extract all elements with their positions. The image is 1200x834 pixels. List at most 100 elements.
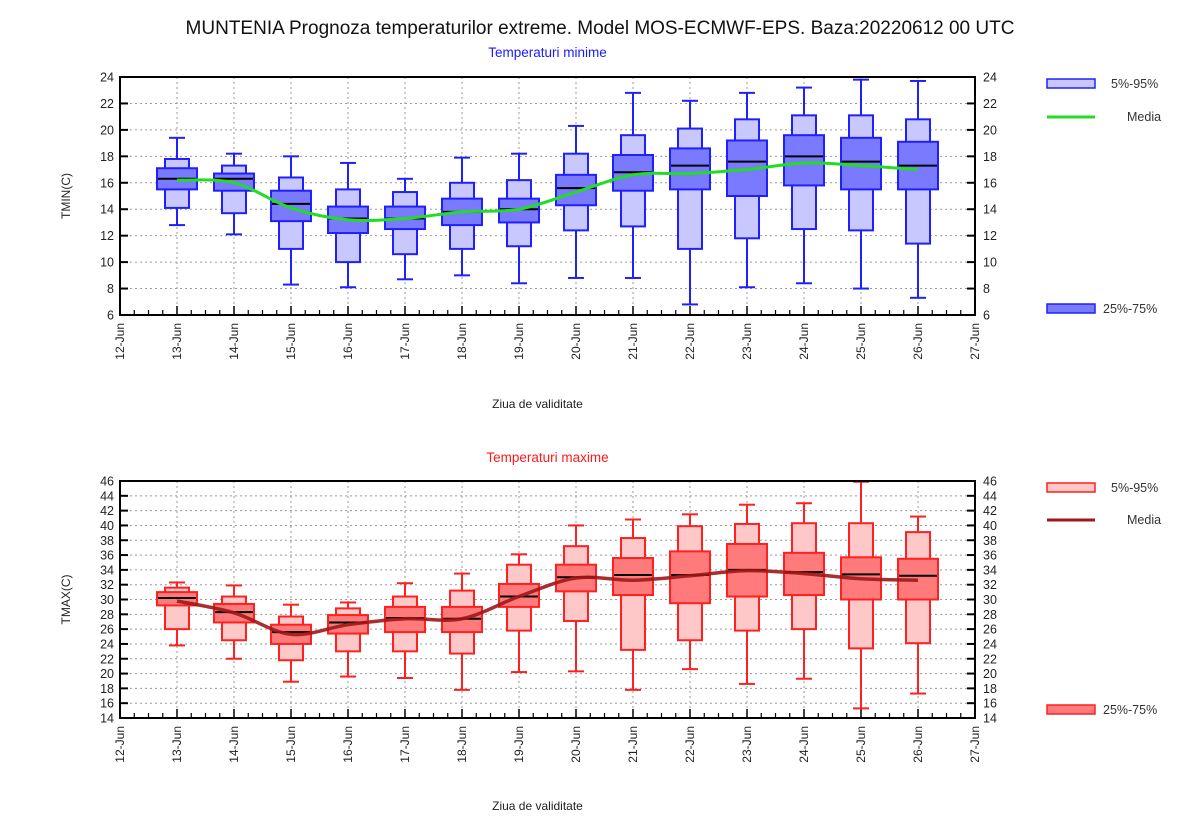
- legend: 5%-95% Media 25%-75%: [1046, 77, 1161, 316]
- box-25-Jun: [840, 78, 882, 290]
- y-tick-label-right: 36: [983, 549, 997, 563]
- box-20-Jun: [555, 524, 597, 673]
- x-tick-label: 26-Jun: [911, 323, 925, 360]
- box-15-Jun: [270, 155, 312, 286]
- x-tick-label: 12-Jun: [113, 726, 127, 763]
- y-tick-label-right: 14: [983, 712, 997, 726]
- y-tick-label: 22: [100, 97, 114, 111]
- x-tick-label: 25-Jun: [854, 726, 868, 763]
- box-25-75: [783, 134, 825, 187]
- box-24-Jun: [783, 502, 825, 680]
- y-tick-label-right: 46: [983, 475, 997, 489]
- y-tick-label: 26: [100, 623, 114, 637]
- tmax-chart-title: Temperaturi maxime: [486, 450, 608, 465]
- box-14-Jun: [213, 584, 255, 660]
- y-tick-label-right: 42: [983, 504, 997, 518]
- x-tick-label: 15-Jun: [284, 323, 298, 360]
- y-axis-label: TMAX(C): [59, 575, 73, 625]
- tmin-panel: Temperaturi minime 6 6 8 8 10 10 12 12 14 14 16 16 18…: [59, 45, 1161, 411]
- legend-label-25-75: 25%-75%: [1103, 703, 1157, 717]
- box-26-Jun: [897, 515, 939, 695]
- box-25-75: [612, 557, 654, 597]
- box-19-Jun: [498, 553, 540, 674]
- box-18-Jun: [441, 572, 483, 691]
- y-tick-label: 34: [100, 563, 114, 577]
- y-tick-label: 24: [100, 71, 114, 85]
- y-tick-label-right: 22: [983, 97, 997, 111]
- y-tick-label: 32: [100, 578, 114, 592]
- box-22-Jun: [669, 99, 711, 306]
- y-tick-label: 12: [100, 229, 114, 243]
- y-tick-label-right: 32: [983, 578, 997, 592]
- box-16-Jun: [327, 161, 369, 289]
- x-tick-label: 16-Jun: [341, 726, 355, 763]
- x-tick-label: 18-Jun: [455, 323, 469, 360]
- y-tick-label: 36: [100, 549, 114, 563]
- y-tick-label: 24: [100, 637, 114, 651]
- y-tick-label-right: 20: [983, 123, 997, 137]
- box-23-Jun: [726, 91, 768, 289]
- box-20-Jun: [555, 124, 597, 279]
- y-tick-label-right: 24: [983, 637, 997, 651]
- x-tick-label: 16-Jun: [341, 323, 355, 360]
- x-tick-label: 27-Jun: [968, 726, 982, 763]
- box-14-Jun: [213, 152, 255, 236]
- x-tick-label: 22-Jun: [683, 323, 697, 360]
- y-tick-label-right: 20: [983, 667, 997, 681]
- y-tick-label: 18: [100, 682, 114, 696]
- box-17-Jun: [384, 582, 426, 680]
- x-tick-label: 13-Jun: [170, 323, 184, 360]
- box-23-Jun: [726, 503, 768, 685]
- y-tick-label: 28: [100, 608, 114, 622]
- y-tick-label: 44: [100, 489, 114, 503]
- box-21-Jun: [612, 91, 654, 279]
- y-tick-label: 20: [100, 667, 114, 681]
- y-tick-label-right: 16: [983, 176, 997, 190]
- plot-frame: [119, 76, 976, 316]
- legend-swatch-25-75: [1046, 704, 1096, 715]
- y-tick-label-right: 18: [983, 150, 997, 164]
- x-tick-label: 17-Jun: [398, 726, 412, 763]
- box-25-Jun: [840, 480, 882, 710]
- y-tick-label: 40: [100, 519, 114, 533]
- y-tick-label: 42: [100, 504, 114, 518]
- page-title: MUNTENIA Prognoza temperaturilor extreme…: [186, 18, 1015, 39]
- box-22-Jun: [669, 513, 711, 671]
- box-21-Jun: [612, 518, 654, 691]
- y-tick-label: 6: [107, 309, 114, 323]
- tmin-chart-title: Temperaturi minime: [488, 45, 607, 60]
- box-17-Jun: [384, 177, 426, 281]
- y-tick-label: 16: [100, 176, 114, 190]
- x-tick-label: 17-Jun: [398, 323, 412, 360]
- y-tick-label-right: 8: [983, 282, 990, 296]
- y-tick-label-right: 38: [983, 534, 997, 548]
- legend-label-25-75: 25%-75%: [1103, 302, 1157, 316]
- box-15-Jun: [270, 603, 312, 683]
- box-26-Jun: [897, 79, 939, 299]
- plot-frame: [119, 480, 976, 719]
- x-tick-label: 23-Jun: [740, 323, 754, 360]
- x-tick-label: 18-Jun: [455, 726, 469, 763]
- box-25-75: [669, 147, 711, 191]
- x-tick-label: 19-Jun: [512, 323, 526, 360]
- y-tick-label: 22: [100, 652, 114, 666]
- y-tick-label-right: 10: [983, 256, 997, 270]
- x-tick-label: 21-Jun: [626, 323, 640, 360]
- x-tick-label: 12-Jun: [113, 323, 127, 360]
- y-tick-label: 14: [100, 712, 114, 726]
- y-tick-label: 8: [107, 282, 114, 296]
- box-18-Jun: [441, 156, 483, 277]
- legend-label-5-95: 5%-95%: [1111, 481, 1158, 495]
- x-tick-label: 19-Jun: [512, 726, 526, 763]
- y-tick-label: 38: [100, 534, 114, 548]
- x-tick-label: 26-Jun: [911, 726, 925, 763]
- y-tick-label: 18: [100, 150, 114, 164]
- mean-line: [176, 568, 919, 637]
- y-tick-label-right: 28: [983, 608, 997, 622]
- x-tick-label: 27-Jun: [968, 323, 982, 360]
- x-tick-label: 20-Jun: [569, 726, 583, 763]
- y-tick-label-right: 6: [983, 309, 990, 323]
- legend-label-media: Media: [1127, 110, 1161, 124]
